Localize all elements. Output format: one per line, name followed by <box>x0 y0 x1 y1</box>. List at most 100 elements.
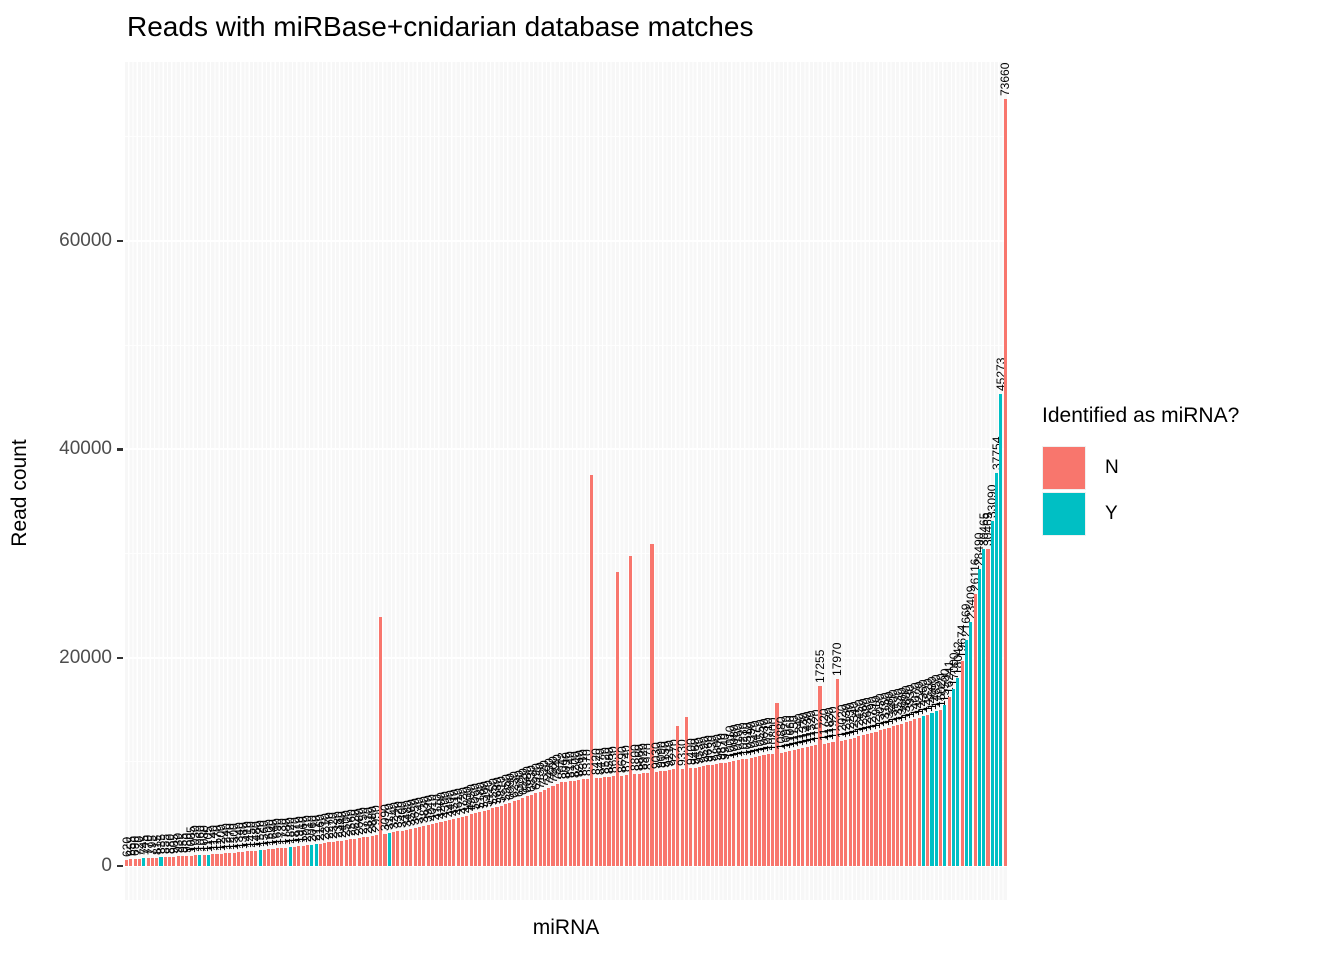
bar <box>469 814 473 866</box>
bar-value-label: 17970 <box>830 642 845 676</box>
bar <box>710 764 714 866</box>
bar <box>379 616 383 866</box>
bar <box>271 848 275 866</box>
bar <box>176 856 180 866</box>
bar-value-label: 73660 <box>998 62 1013 96</box>
x-axis-title: miRNA <box>532 916 600 939</box>
bar <box>413 828 417 866</box>
bar <box>435 823 439 866</box>
bar <box>728 761 732 866</box>
bar <box>310 844 314 866</box>
bar <box>956 678 960 866</box>
bar <box>594 778 598 866</box>
bar <box>917 717 921 866</box>
bar <box>508 802 512 866</box>
bar <box>637 773 641 866</box>
bar <box>986 548 990 866</box>
bar <box>874 731 878 866</box>
bar <box>999 394 1003 866</box>
bar <box>568 781 572 866</box>
bar <box>529 794 533 866</box>
bar <box>788 750 792 866</box>
bar <box>973 594 977 866</box>
bar <box>947 696 951 866</box>
bar <box>736 760 740 866</box>
bar <box>318 843 322 866</box>
legend-swatch-n <box>1042 446 1086 490</box>
bar <box>439 822 443 866</box>
bar <box>560 782 564 866</box>
legend-item-n: N <box>1042 446 1332 490</box>
bar <box>495 806 499 866</box>
bar <box>654 771 658 866</box>
bar <box>883 729 887 866</box>
bar <box>650 544 654 866</box>
bar <box>357 838 361 866</box>
legend-item-y: Y <box>1042 492 1332 536</box>
bar <box>392 832 396 866</box>
y-tick-label: 40000 <box>59 438 112 460</box>
bar <box>723 762 727 866</box>
bar <box>547 788 551 866</box>
bar <box>267 849 271 866</box>
bar <box>409 828 413 866</box>
bar <box>340 840 344 866</box>
bar <box>534 793 538 866</box>
bar <box>211 854 215 866</box>
bar <box>538 791 542 866</box>
legend-title: Identified as miRNA? <box>1042 404 1240 427</box>
bar <box>840 740 844 866</box>
bar <box>624 775 628 866</box>
bar <box>491 808 495 866</box>
bar <box>275 848 279 866</box>
bar <box>831 741 835 866</box>
bar <box>607 776 611 866</box>
bar <box>900 723 904 866</box>
bar <box>185 855 189 866</box>
bar <box>822 743 826 866</box>
bar <box>262 849 266 866</box>
bar <box>448 820 452 866</box>
bar <box>852 737 857 866</box>
bar <box>715 763 719 866</box>
bar <box>861 735 865 866</box>
bar <box>168 856 172 866</box>
bar <box>314 844 318 866</box>
y-tick-mark <box>117 448 123 451</box>
bar <box>305 845 310 866</box>
bar <box>809 746 813 866</box>
bar <box>844 739 848 866</box>
bar <box>758 756 762 866</box>
bar <box>891 726 895 866</box>
bar <box>258 850 262 866</box>
bar <box>353 838 357 866</box>
bar <box>460 816 465 866</box>
bar <box>896 725 900 866</box>
bar <box>348 839 353 866</box>
bar <box>939 709 943 866</box>
bar <box>805 746 809 866</box>
legend-item-label-n: N <box>1105 457 1119 478</box>
bar <box>590 474 594 866</box>
bar <box>228 852 232 866</box>
bar <box>150 857 154 866</box>
bar <box>857 736 861 866</box>
bar <box>801 748 805 866</box>
chart-title: Reads with miRBase+cnidarian database ma… <box>127 11 754 42</box>
bar <box>719 763 723 866</box>
bar <box>137 858 142 866</box>
bar <box>684 716 689 866</box>
bar <box>336 841 340 866</box>
bar <box>926 714 930 866</box>
bar <box>525 796 529 866</box>
bar <box>667 770 671 866</box>
bar <box>581 779 585 866</box>
bar <box>818 686 822 866</box>
bar <box>659 771 663 866</box>
bar <box>297 846 301 866</box>
bar <box>189 855 193 866</box>
bar <box>370 836 374 866</box>
bar <box>521 798 525 866</box>
bar <box>374 835 378 866</box>
y-tick-label: 0 <box>101 855 112 876</box>
